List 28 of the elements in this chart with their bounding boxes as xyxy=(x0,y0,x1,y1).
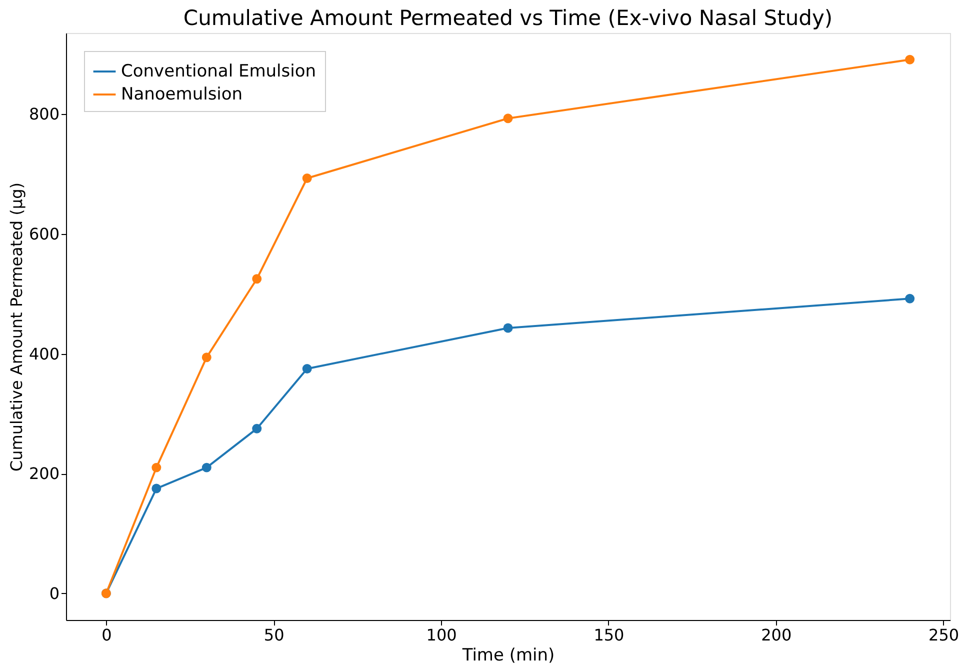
point xyxy=(202,462,212,472)
point xyxy=(202,352,212,362)
x-tick-label: 250 xyxy=(928,626,960,644)
y-axis-title: Cumulative Amount Permeated (µg) xyxy=(6,182,26,472)
x-tick-label: 100 xyxy=(426,626,457,644)
point xyxy=(252,274,262,284)
point xyxy=(503,114,513,124)
point xyxy=(252,424,262,434)
point xyxy=(503,323,513,333)
x-tick-label: 0 xyxy=(102,626,112,644)
y-tick-label: 800 xyxy=(28,104,60,124)
x-tick-label: 200 xyxy=(761,626,792,644)
y-tick-label: 600 xyxy=(28,224,60,244)
chart-title: Cumulative Amount Permeated vs Time (Ex-vivo Nasal Study) xyxy=(183,6,833,30)
point xyxy=(905,294,915,304)
y-tick-label: 400 xyxy=(28,344,60,364)
x-tick-label: 150 xyxy=(594,626,624,644)
y-tick-label: 0 xyxy=(49,584,60,603)
point xyxy=(905,54,915,64)
point xyxy=(152,484,162,494)
x-axis-title: Time (min) xyxy=(461,646,555,666)
point xyxy=(152,462,162,472)
legend-label: Nanoemulsion xyxy=(121,84,243,104)
point xyxy=(302,364,312,374)
legend-label: Conventional Emulsion xyxy=(121,62,316,82)
point xyxy=(302,174,312,183)
x-tick-label: 50 xyxy=(264,626,284,644)
y-tick-label: 200 xyxy=(28,464,60,484)
